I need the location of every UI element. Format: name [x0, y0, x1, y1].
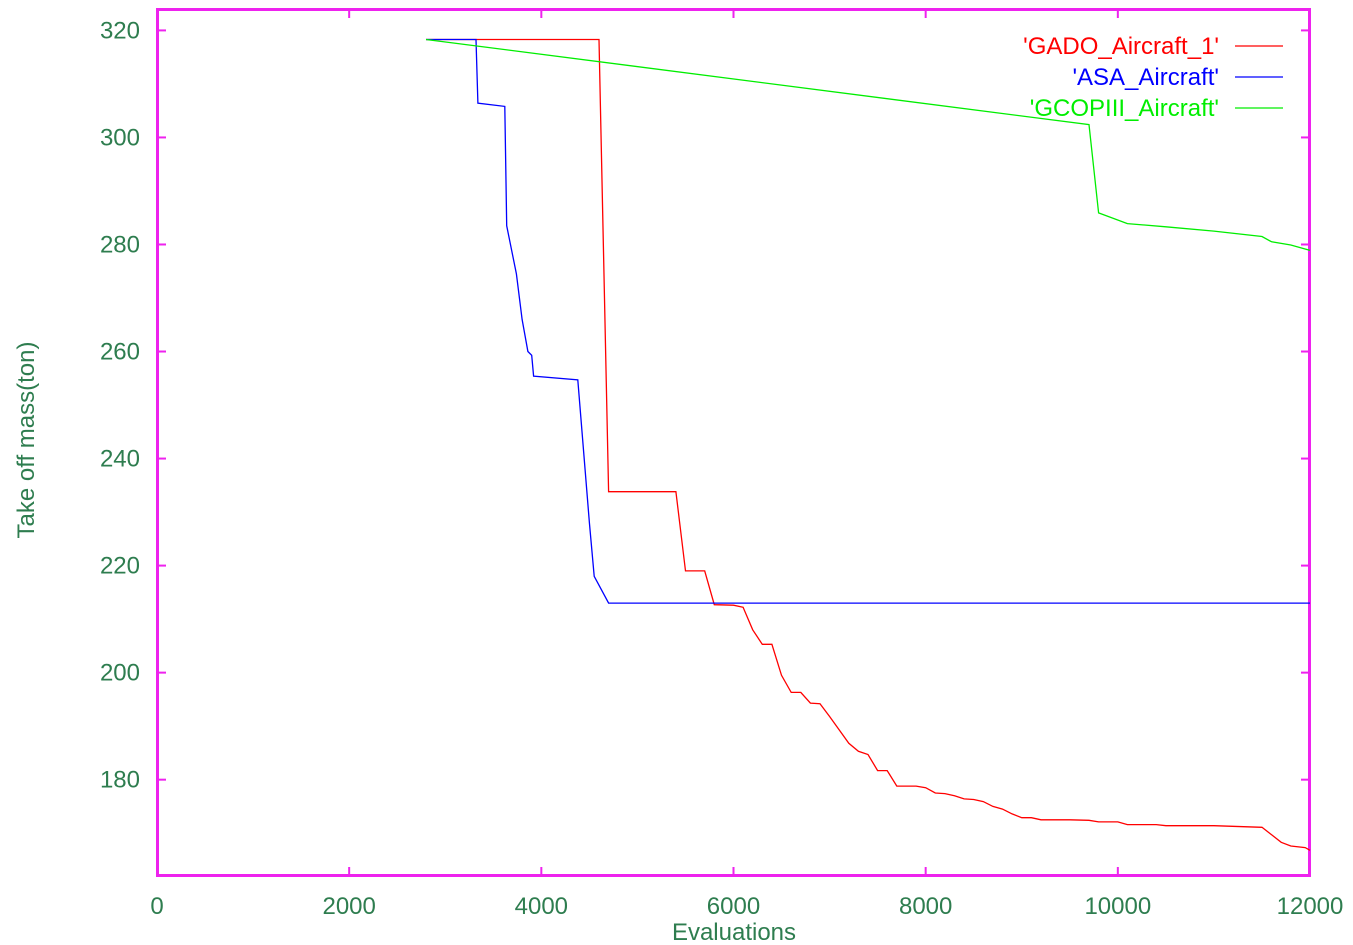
- series-line-2: [425, 38, 1311, 252]
- series-lines: [425, 38, 1311, 851]
- y-tick-label: 220: [100, 553, 140, 580]
- y-tick-label: 300: [100, 124, 140, 151]
- x-tick-label: 6000: [707, 893, 760, 920]
- x-axis-title: Evaluations: [672, 919, 796, 945]
- x-tick-label: 10000: [1084, 893, 1151, 920]
- plot-frame: [156, 8, 1311, 877]
- y-tick-label: 320: [100, 17, 140, 44]
- x-tick-label: 8000: [899, 893, 952, 920]
- y-tick-label: 200: [100, 660, 140, 687]
- legend-label-1: 'ASA_Aircraft': [1072, 64, 1219, 91]
- legend-label-0: 'GADO_Aircraft_1': [1023, 33, 1219, 60]
- series-line-0: [426, 38, 1311, 851]
- y-tick-label: 260: [100, 339, 140, 366]
- legend-label-2: 'GCOPIII_Aircraft': [1030, 95, 1219, 122]
- legend: 'GADO_Aircraft_1' 'ASA_Aircraft' 'GCOPIII_…: [1023, 33, 1283, 122]
- y-tick-label: 180: [100, 767, 140, 794]
- y-tick-label: 240: [100, 446, 140, 473]
- y-axis-ticks: 180 200 220 240 260 280 300 320: [100, 17, 1310, 794]
- series-line-1: [426, 38, 1310, 604]
- x-tick-label: 4000: [515, 893, 568, 920]
- x-axis-ticks: 0 2000 4000 6000 8000 10000 12000: [150, 9, 1343, 920]
- x-tick-label: 12000: [1277, 893, 1344, 920]
- y-axis-title: Take off mass(ton): [13, 342, 40, 539]
- x-tick-label: 0: [150, 893, 163, 920]
- y-tick-label: 280: [100, 231, 140, 258]
- x-tick-label: 2000: [322, 893, 375, 920]
